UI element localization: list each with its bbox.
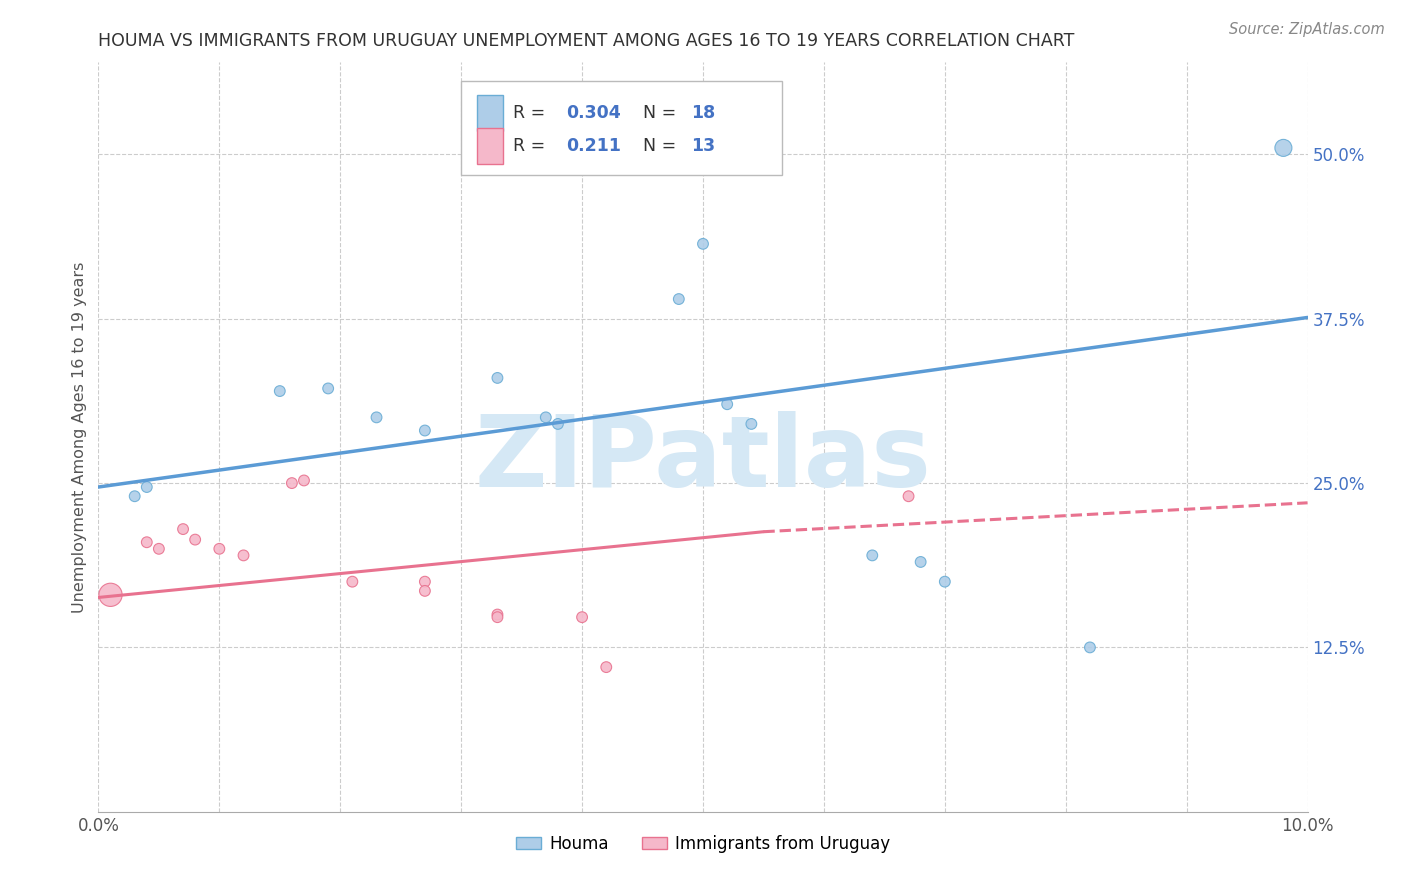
Point [1078,640,1101,655]
Point [934,574,956,589]
Point [342,574,364,589]
Text: 0.304: 0.304 [567,103,621,121]
Point [135,480,157,494]
Point [740,417,762,431]
Point [486,607,509,622]
Point [232,549,254,563]
Text: N =: N = [643,136,682,154]
Point [910,555,932,569]
Point [366,410,388,425]
Point [269,384,291,398]
Point [148,541,170,556]
Point [692,236,714,251]
Text: R =: R = [513,136,557,154]
Text: R =: R = [513,103,551,121]
Point [413,583,436,598]
Text: Source: ZipAtlas.com: Source: ZipAtlas.com [1229,22,1385,37]
Point [668,292,690,306]
Point [897,489,920,503]
Point [124,489,146,503]
Point [281,476,304,491]
Point [860,549,883,563]
Point [135,535,157,549]
Text: 0.211: 0.211 [567,136,621,154]
FancyBboxPatch shape [461,81,782,175]
Bar [477,128,503,163]
Text: 18: 18 [690,103,716,121]
Point [413,424,436,438]
Point [595,660,617,674]
Text: ZIPatlas: ZIPatlas [475,411,931,508]
Point [571,610,593,624]
Text: 13: 13 [690,136,716,154]
Point [316,381,339,395]
Point [208,541,231,556]
Point [413,574,436,589]
Point [716,397,738,411]
Point [486,371,509,385]
Point [534,410,557,425]
Point [292,474,315,488]
Legend: Houma, Immigrants from Uruguay: Houma, Immigrants from Uruguay [509,829,897,860]
Point [1272,141,1295,155]
Bar [477,95,503,130]
Text: N =: N = [643,103,682,121]
Point [486,610,509,624]
Point [100,588,122,602]
Point [172,522,194,536]
Text: HOUMA VS IMMIGRANTS FROM URUGUAY UNEMPLOYMENT AMONG AGES 16 TO 19 YEARS CORRELAT: HOUMA VS IMMIGRANTS FROM URUGUAY UNEMPLO… [98,32,1074,50]
Point [547,417,569,431]
Point [184,533,207,547]
Y-axis label: Unemployment Among Ages 16 to 19 years: Unemployment Among Ages 16 to 19 years [72,261,87,613]
